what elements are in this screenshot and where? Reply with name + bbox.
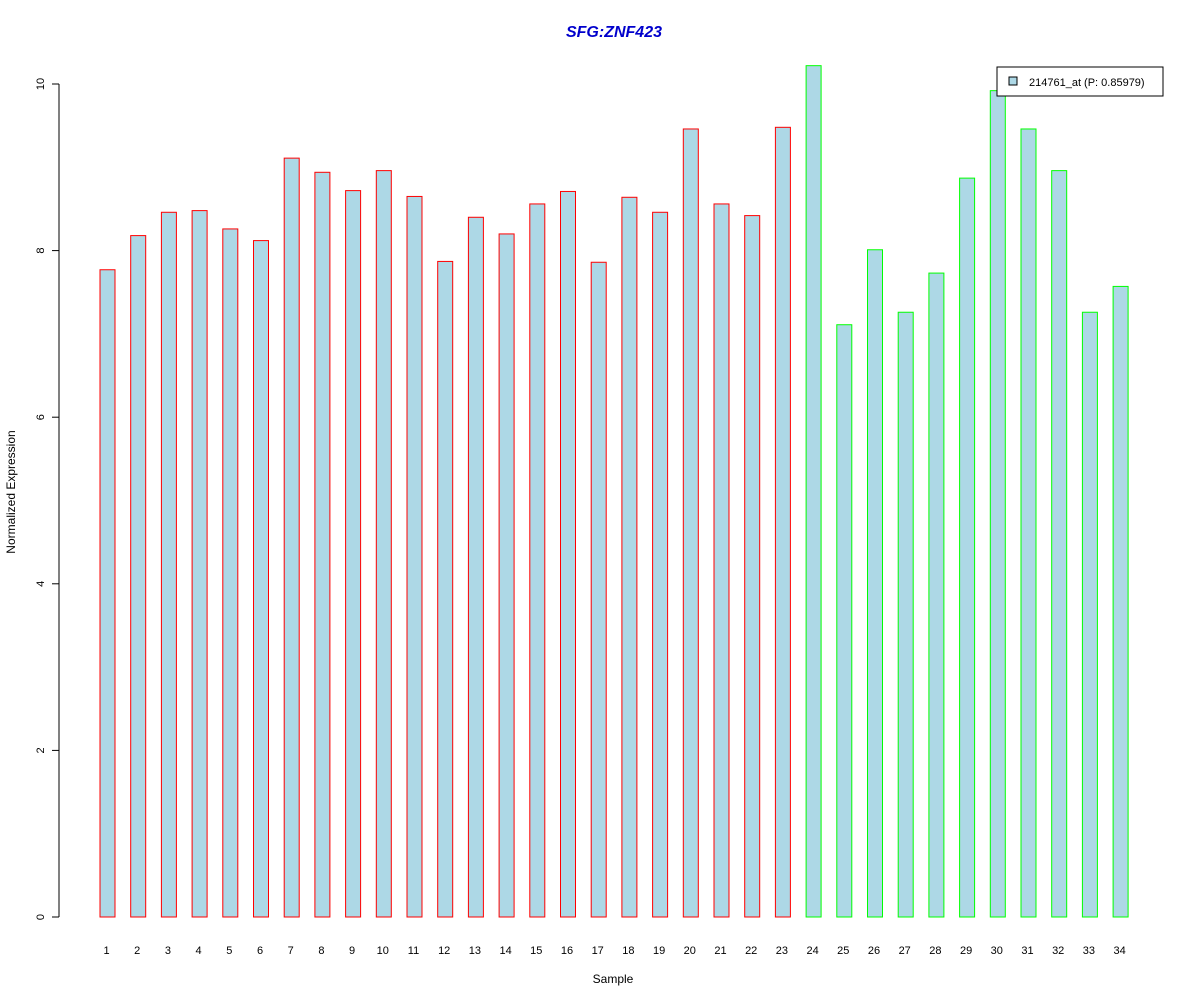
- legend-box: [996, 66, 1164, 97]
- bar-sample-19: [652, 211, 669, 918]
- bar-sample-20: [682, 128, 699, 918]
- x-tick-label: 18: [622, 945, 634, 957]
- chart-title: SFG:ZNF423: [566, 24, 662, 41]
- y-tick-label: 8: [35, 248, 47, 254]
- bar-sample-13: [467, 216, 484, 918]
- y-tick-label: 2: [35, 747, 47, 753]
- bar-sample-15: [529, 203, 546, 918]
- y-tick-label: 0: [35, 914, 47, 920]
- bar-sample-11: [406, 195, 423, 918]
- x-tick-label: 10: [377, 945, 389, 957]
- bar-sample-34: [1112, 285, 1129, 918]
- x-tick-label: 33: [1083, 945, 1095, 957]
- x-tick-label: 9: [349, 945, 355, 957]
- bar-sample-21: [713, 203, 730, 918]
- x-tick-label: 6: [257, 945, 263, 957]
- y-tick-label: 4: [35, 581, 47, 587]
- bar-sample-16: [560, 190, 576, 918]
- x-tick-label: 12: [438, 945, 450, 957]
- bar-sample-23: [774, 126, 791, 918]
- bar-sample-18: [621, 196, 638, 918]
- x-tick-label: 1: [103, 945, 109, 957]
- x-tick-label: 11: [408, 945, 419, 957]
- bar-sample-24: [805, 65, 822, 918]
- x-tick-label: 20: [684, 945, 696, 957]
- bar-sample-22: [744, 215, 761, 918]
- bar-sample-29: [959, 177, 976, 918]
- x-tick-label: 16: [561, 945, 573, 957]
- bar-sample-6: [253, 240, 269, 918]
- x-axis-title: Sample: [593, 972, 634, 986]
- x-tick-label: 32: [1052, 945, 1064, 957]
- y-tick-label: 10: [35, 78, 47, 90]
- bar-sample-7: [283, 157, 300, 918]
- bar-sample-33: [1081, 311, 1098, 918]
- bar-sample-26: [867, 249, 883, 918]
- bar-sample-1: [99, 269, 116, 918]
- x-tick-label: 28: [929, 945, 941, 957]
- x-tick-label: 14: [499, 945, 511, 957]
- x-tick-label: 15: [530, 945, 542, 957]
- bar-sample-9: [345, 190, 362, 918]
- x-tick-label: 22: [745, 945, 757, 957]
- bar-sample-31: [1020, 128, 1037, 918]
- x-tick-label: 27: [899, 945, 911, 957]
- x-tick-label: 5: [226, 945, 232, 957]
- x-tick-label: 17: [592, 945, 604, 957]
- bar-sample-25: [836, 324, 853, 918]
- bar-sample-2: [130, 235, 147, 918]
- legend-swatch: [1008, 76, 1018, 86]
- bar-sample-3: [160, 211, 177, 918]
- bar-sample-12: [437, 260, 454, 918]
- x-tick-label: 29: [960, 945, 972, 957]
- x-tick-label: 21: [714, 945, 726, 957]
- x-tick-label: 8: [318, 945, 324, 957]
- bar-sample-8: [314, 171, 331, 918]
- x-tick-label: 7: [288, 945, 294, 957]
- bar-sample-30: [989, 90, 1006, 918]
- y-axis: 0 2 4 6 8 10: [35, 78, 60, 920]
- x-tick-label: 2: [134, 945, 140, 957]
- x-tick-label: 13: [469, 945, 481, 957]
- x-tick-label: 34: [1113, 945, 1125, 957]
- x-tick-label: 24: [806, 945, 818, 957]
- bar-sample-28: [928, 272, 945, 918]
- x-tick-label: 4: [196, 945, 202, 957]
- x-tick-label: 23: [776, 945, 788, 957]
- y-axis-title: Normalized Expression: [4, 430, 18, 553]
- bars-group: [99, 65, 1129, 918]
- x-tick-label: 19: [653, 945, 665, 957]
- x-tick-labels: 1 2 3 4 5 6 7 8 9 10 11 12 13 14 15 16 17 18 19 20 21 22 23 24 2…: [103, 945, 1125, 957]
- bar-sample-14: [498, 233, 515, 918]
- x-tick-label: 30: [991, 945, 1003, 957]
- x-tick-label: 25: [837, 945, 849, 957]
- bar-sample-17: [590, 261, 607, 918]
- y-tick-label: 6: [35, 414, 47, 420]
- x-tick-label: 26: [868, 945, 880, 957]
- x-tick-label: 31: [1021, 945, 1033, 957]
- bar-sample-4: [191, 210, 208, 918]
- bar-sample-5: [222, 228, 239, 918]
- legend: 214761_at (P: 0.85979): [996, 66, 1164, 97]
- bar-sample-10: [375, 170, 392, 918]
- bar-sample-32: [1051, 170, 1068, 918]
- legend-label: 214761_at (P: 0.85979): [1029, 77, 1145, 89]
- bar-sample-27: [897, 311, 914, 918]
- x-tick-label: 3: [165, 945, 171, 957]
